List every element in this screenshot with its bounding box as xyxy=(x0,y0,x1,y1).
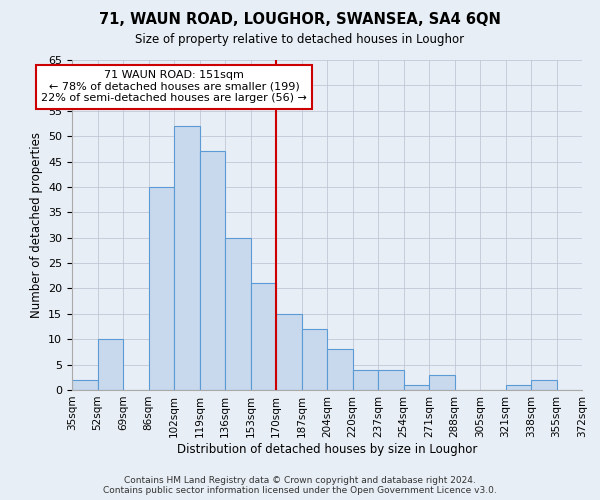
X-axis label: Distribution of detached houses by size in Loughor: Distribution of detached houses by size … xyxy=(177,442,477,456)
Text: 71 WAUN ROAD: 151sqm
← 78% of detached houses are smaller (199)
22% of semi-deta: 71 WAUN ROAD: 151sqm ← 78% of detached h… xyxy=(41,70,307,103)
Bar xyxy=(404,385,429,390)
Text: 71, WAUN ROAD, LOUGHOR, SWANSEA, SA4 6QN: 71, WAUN ROAD, LOUGHOR, SWANSEA, SA4 6QN xyxy=(99,12,501,28)
Bar xyxy=(97,339,123,390)
Bar xyxy=(531,380,557,390)
Bar xyxy=(429,375,455,390)
Text: Size of property relative to detached houses in Loughor: Size of property relative to detached ho… xyxy=(136,32,464,46)
Text: Contains HM Land Registry data © Crown copyright and database right 2024.
Contai: Contains HM Land Registry data © Crown c… xyxy=(103,476,497,495)
Bar xyxy=(225,238,251,390)
Bar xyxy=(72,380,97,390)
Bar xyxy=(251,284,276,390)
Bar xyxy=(199,152,225,390)
Bar xyxy=(327,350,353,390)
Bar xyxy=(378,370,404,390)
Bar xyxy=(149,187,174,390)
Bar xyxy=(174,126,199,390)
Bar xyxy=(302,329,327,390)
Bar xyxy=(505,385,531,390)
Y-axis label: Number of detached properties: Number of detached properties xyxy=(29,132,43,318)
Bar xyxy=(353,370,378,390)
Bar xyxy=(276,314,302,390)
